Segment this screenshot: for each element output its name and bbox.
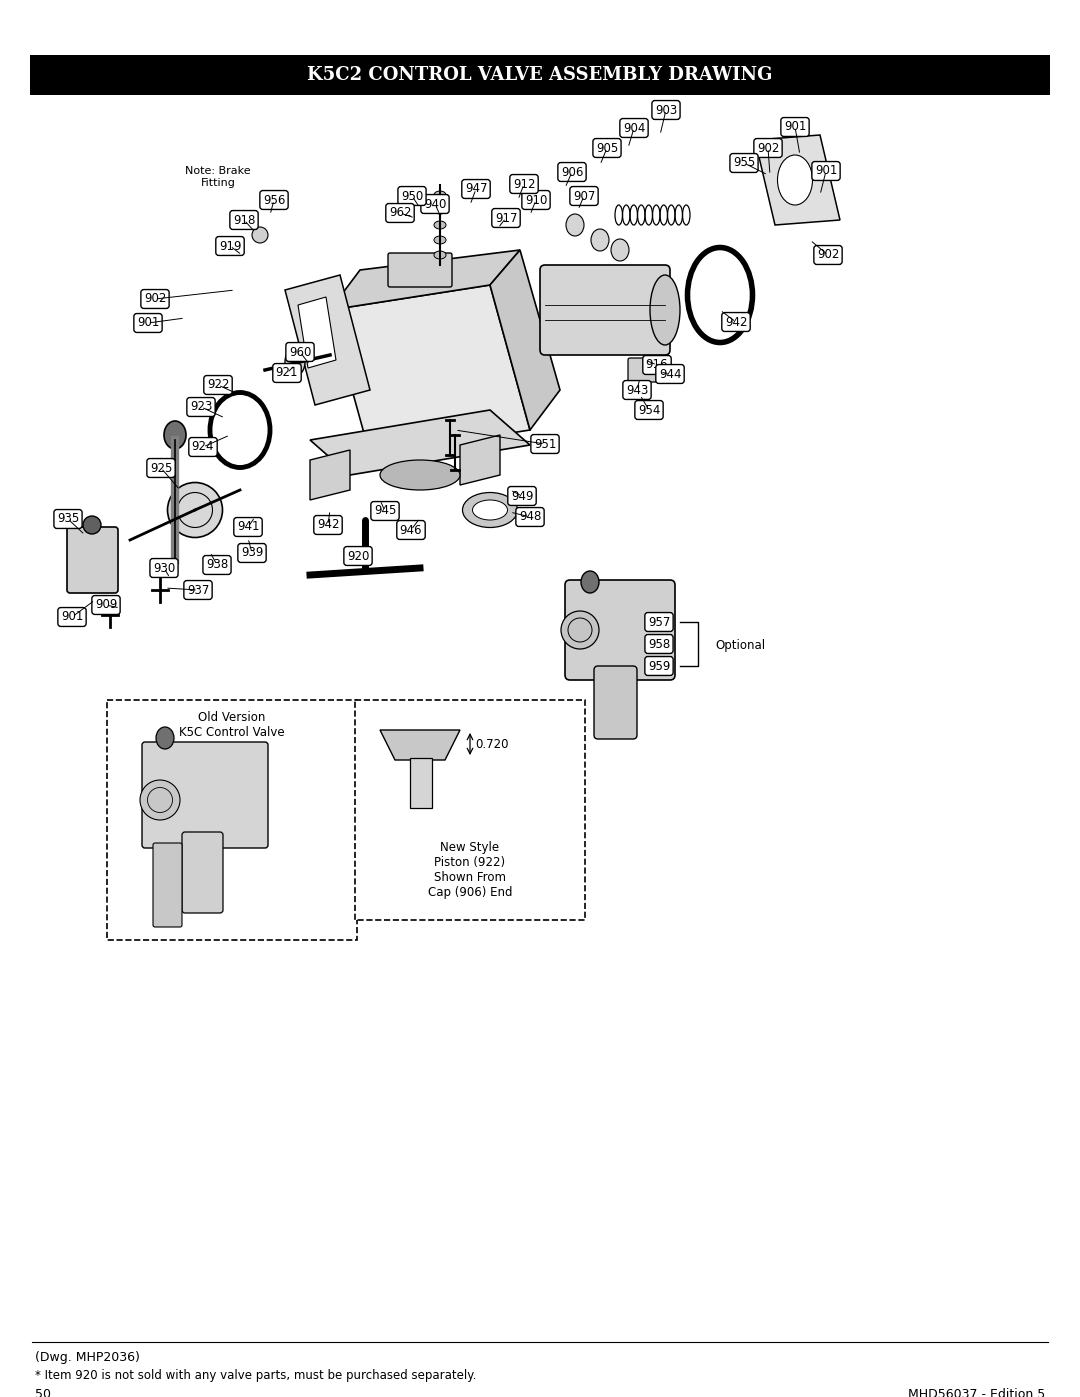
Text: 910: 910 [525, 194, 548, 207]
Bar [410, 759, 432, 807]
Text: 947: 947 [464, 183, 487, 196]
Text: 940: 940 [423, 197, 446, 211]
Ellipse shape [164, 420, 186, 448]
FancyBboxPatch shape [183, 833, 222, 914]
Text: 950: 950 [401, 190, 423, 203]
Text: 924: 924 [192, 440, 214, 454]
Text: 942: 942 [725, 316, 747, 328]
Polygon shape [310, 409, 530, 475]
Text: 938: 938 [206, 559, 228, 571]
Text: New Style
Piston (922)
Shown From
Cap (906) End: New Style Piston (922) Shown From Cap (9… [428, 841, 512, 900]
Text: 955: 955 [733, 156, 755, 169]
Text: 956: 956 [262, 194, 285, 207]
Ellipse shape [380, 460, 460, 490]
Ellipse shape [566, 214, 584, 236]
Polygon shape [380, 731, 460, 760]
Ellipse shape [434, 251, 446, 258]
Polygon shape [460, 434, 500, 485]
FancyBboxPatch shape [67, 527, 118, 592]
Text: 907: 907 [572, 190, 595, 203]
Text: 962: 962 [389, 207, 411, 219]
Text: 901: 901 [814, 165, 837, 177]
Polygon shape [330, 285, 530, 455]
Text: 942: 942 [316, 518, 339, 531]
Text: 944: 944 [659, 367, 681, 380]
Text: 959: 959 [648, 659, 671, 672]
Text: 901: 901 [137, 317, 159, 330]
Text: 0.720: 0.720 [475, 738, 509, 750]
Ellipse shape [561, 610, 599, 650]
Text: 925: 925 [150, 461, 172, 475]
Text: 904: 904 [623, 122, 645, 134]
FancyBboxPatch shape [388, 253, 453, 286]
Ellipse shape [611, 239, 629, 261]
Text: 960: 960 [288, 345, 311, 359]
Polygon shape [490, 250, 561, 430]
FancyBboxPatch shape [594, 666, 637, 739]
Text: 954: 954 [638, 404, 660, 416]
Text: Note: Brake
Fitting: Note: Brake Fitting [185, 166, 251, 187]
Text: 905: 905 [596, 141, 618, 155]
FancyBboxPatch shape [153, 842, 183, 928]
Text: 930: 930 [153, 562, 175, 574]
Text: 957: 957 [648, 616, 671, 629]
Ellipse shape [167, 482, 222, 538]
Text: 917: 917 [495, 211, 517, 225]
Bar [107, 700, 357, 940]
Text: 909: 909 [95, 598, 118, 612]
Text: (Dwg. MHP2036): (Dwg. MHP2036) [35, 1351, 140, 1363]
Text: MHD56037 - Edition 5: MHD56037 - Edition 5 [908, 1389, 1045, 1397]
Polygon shape [310, 450, 350, 500]
Text: * Item 920 is not sold with any valve parts, must be purchased separately.: * Item 920 is not sold with any valve pa… [35, 1369, 476, 1382]
Ellipse shape [650, 275, 680, 345]
Ellipse shape [285, 348, 305, 376]
Text: 901: 901 [784, 120, 806, 134]
Polygon shape [755, 136, 840, 225]
Text: K5C2 CONTROL VALVE ASSEMBLY DRAWING: K5C2 CONTROL VALVE ASSEMBLY DRAWING [308, 66, 772, 84]
Ellipse shape [591, 229, 609, 251]
Bar [30, 54, 1050, 95]
Text: 903: 903 [654, 103, 677, 116]
Text: 902: 902 [757, 141, 779, 155]
FancyBboxPatch shape [627, 358, 662, 381]
Ellipse shape [434, 236, 446, 244]
Ellipse shape [473, 500, 508, 520]
Text: Old Version
K5C Control Valve: Old Version K5C Control Valve [179, 711, 285, 739]
FancyBboxPatch shape [565, 580, 675, 680]
Ellipse shape [778, 155, 812, 205]
Text: 946: 946 [400, 524, 422, 536]
Text: 50: 50 [35, 1389, 51, 1397]
Ellipse shape [434, 205, 446, 214]
Ellipse shape [83, 515, 102, 534]
Polygon shape [298, 298, 336, 367]
Ellipse shape [434, 191, 446, 198]
Text: 937: 937 [187, 584, 210, 597]
Text: 951: 951 [534, 437, 556, 450]
Text: 949: 949 [511, 489, 534, 503]
FancyBboxPatch shape [141, 742, 268, 848]
Text: 945: 945 [374, 504, 396, 517]
Ellipse shape [156, 726, 174, 749]
FancyBboxPatch shape [540, 265, 670, 355]
Polygon shape [285, 275, 370, 405]
Text: 941: 941 [237, 521, 259, 534]
Text: 906: 906 [561, 165, 583, 179]
Text: 918: 918 [233, 214, 255, 226]
Text: 948: 948 [518, 510, 541, 524]
Ellipse shape [252, 226, 268, 243]
Text: 920: 920 [347, 549, 369, 563]
Ellipse shape [434, 221, 446, 229]
Text: 923: 923 [190, 401, 212, 414]
Text: 921: 921 [275, 366, 298, 380]
Text: 902: 902 [144, 292, 166, 306]
Polygon shape [330, 250, 519, 310]
Text: 922: 922 [206, 379, 229, 391]
Ellipse shape [140, 780, 180, 820]
Text: 902: 902 [816, 249, 839, 261]
Ellipse shape [462, 493, 517, 528]
Text: 912: 912 [513, 177, 536, 190]
Text: 958: 958 [648, 637, 670, 651]
Text: 939: 939 [241, 546, 264, 560]
Text: 901: 901 [60, 610, 83, 623]
Text: 919: 919 [219, 239, 241, 253]
